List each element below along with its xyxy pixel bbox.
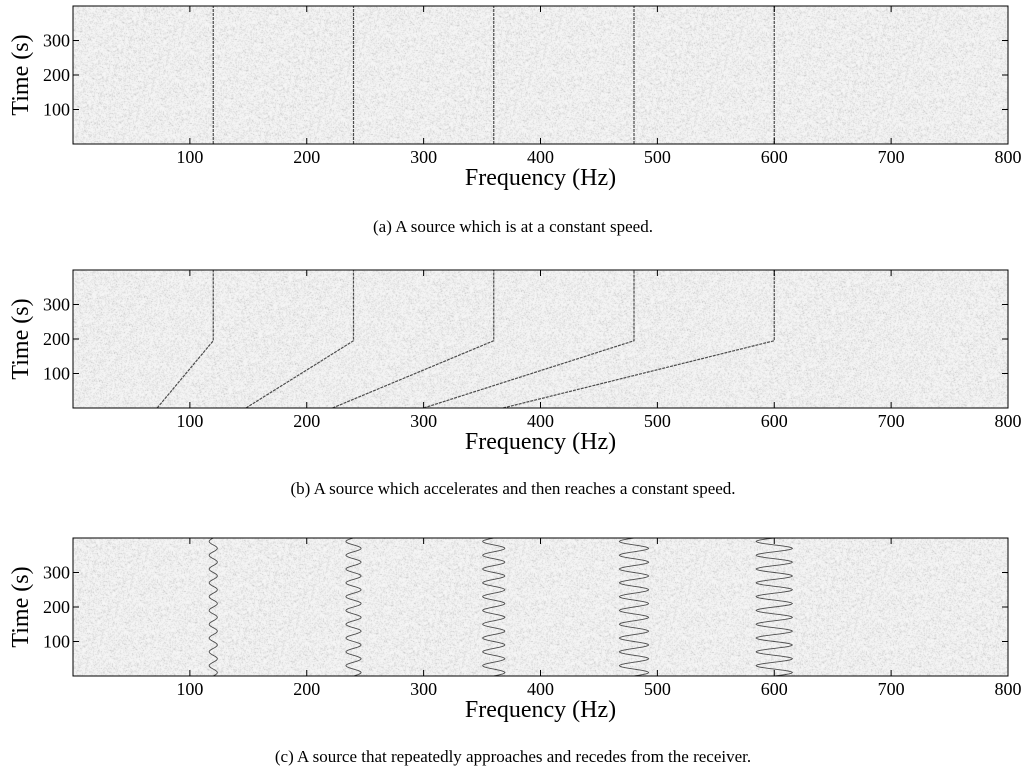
y-tick-label-300: 300 (43, 295, 70, 315)
y-axis-title: Time (s) (8, 34, 34, 115)
x-tick-label-800: 800 (995, 411, 1022, 431)
x-tick-label-400: 400 (527, 147, 554, 167)
x-tick-label-100: 100 (176, 679, 203, 699)
y-tick-label-100: 100 (43, 632, 70, 652)
x-tick-label-200: 200 (293, 147, 320, 167)
panel-b: 100 200 300 400 500 600 700 800 100 200 300 Frequen… (0, 264, 1026, 522)
x-tick-label-400: 400 (527, 679, 554, 699)
x-axis-title: Frequency (Hz) (465, 165, 616, 191)
x-tick-label-600: 600 (761, 147, 788, 167)
y-tick-label-300: 300 (43, 563, 70, 583)
x-tick-label-600: 600 (761, 679, 788, 699)
x-tick-label-100: 100 (176, 147, 203, 167)
x-tick-label-600: 600 (761, 411, 788, 431)
x-tick-label-800: 800 (995, 679, 1022, 699)
y-tick-label-300: 300 (43, 31, 70, 51)
spectrogram-chart-c: 100 200 300 400 500 600 700 800 100 200 300 Frequen… (0, 532, 1026, 742)
x-tick-label-800: 800 (995, 147, 1022, 167)
x-tick-label-300: 300 (410, 147, 437, 167)
spectrogram-chart-a: 100 200 300 400 500 600 700 800 100 200 300 Frequen… (0, 0, 1026, 210)
x-tick-label-500: 500 (644, 147, 671, 167)
y-tick-label-200: 200 (43, 597, 70, 617)
x-axis-title: Frequency (Hz) (465, 697, 616, 723)
x-tick-label-300: 300 (410, 679, 437, 699)
x-tick-label-700: 700 (878, 679, 905, 699)
x-tick-label-500: 500 (644, 679, 671, 699)
x-tick-label-100: 100 (176, 411, 203, 431)
caption-c: (c) A source that repeatedly approaches … (0, 747, 1026, 767)
y-axis-title: Time (s) (8, 566, 34, 647)
y-axis-title: Time (s) (8, 298, 34, 379)
x-tick-label-300: 300 (410, 411, 437, 431)
x-tick-label-200: 200 (293, 411, 320, 431)
panel-a: 100 200 300 400 500 600 700 800 100 200 300 Frequen… (0, 0, 1026, 258)
x-axis-title: Frequency (Hz) (465, 429, 616, 455)
y-tick-label-200: 200 (43, 329, 70, 349)
x-tick-label-500: 500 (644, 411, 671, 431)
y-tick-label-100: 100 (43, 100, 70, 120)
x-tick-label-700: 700 (878, 147, 905, 167)
x-tick-label-200: 200 (293, 679, 320, 699)
panel-c: 100 200 300 400 500 600 700 800 100 200 300 Frequen… (0, 532, 1026, 774)
caption-a: (a) A source which is at a constant spee… (0, 217, 1026, 237)
y-tick-label-100: 100 (43, 364, 70, 384)
x-tick-label-400: 400 (527, 411, 554, 431)
caption-b: (b) A source which accelerates and then … (0, 479, 1026, 499)
x-tick-label-700: 700 (878, 411, 905, 431)
spectrogram-chart-b: 100 200 300 400 500 600 700 800 100 200 300 Frequen… (0, 264, 1026, 474)
y-tick-label-200: 200 (43, 65, 70, 85)
